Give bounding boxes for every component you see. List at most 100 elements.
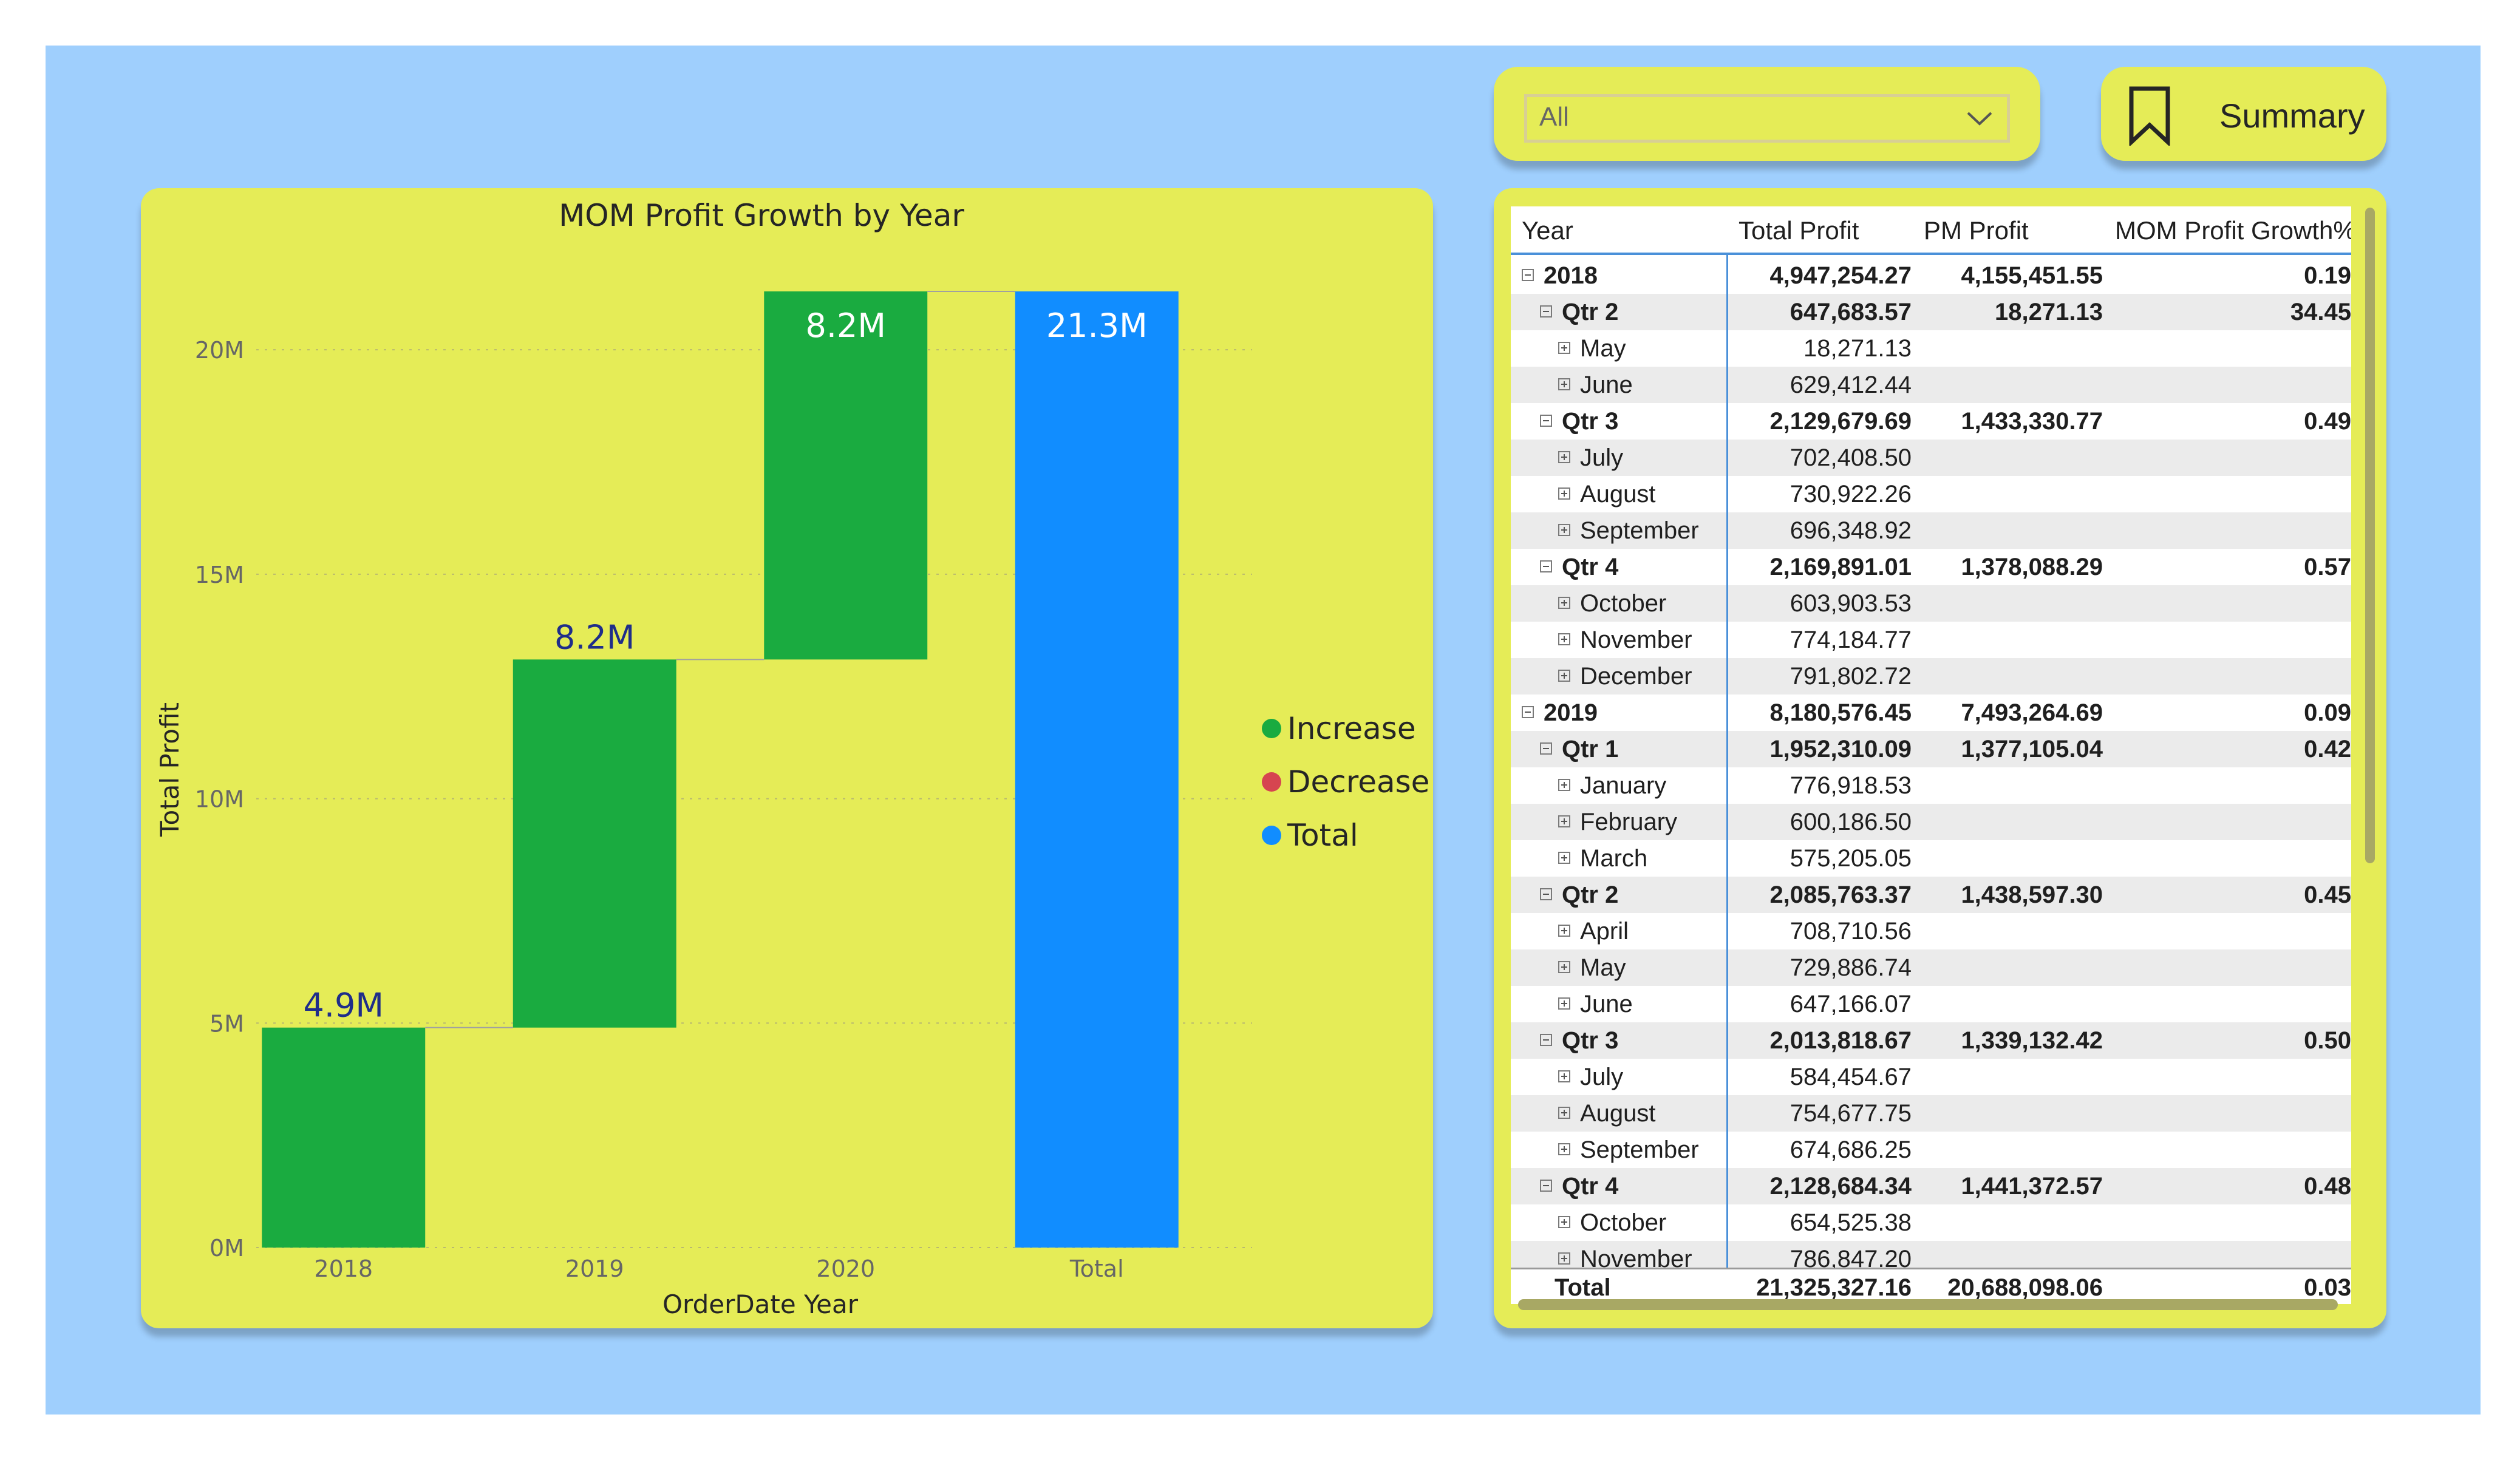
y-axis-title: Total Profit <box>155 702 185 837</box>
table-row: Qtr 4 2,169,891.01 1,378,088.29 0.57 <box>1511 549 2351 585</box>
row-label-cell: August <box>1511 476 1726 512</box>
table-row: Qtr 4 2,128,684.34 1,441,372.57 0.48 <box>1511 1168 2351 1204</box>
header-mom-growth[interactable]: MOM Profit Growth% <box>2115 216 2351 245</box>
pm-profit-cell <box>1912 476 2103 512</box>
legend-label: Decrease <box>1287 764 1429 800</box>
horizontal-scrollbar[interactable] <box>1518 1299 2338 1310</box>
table-row: October 654,525.38 <box>1511 1204 2351 1241</box>
legend-label: Increase <box>1287 711 1416 746</box>
expand-icon[interactable] <box>1558 1107 1570 1119</box>
expand-icon[interactable] <box>1558 633 1570 645</box>
summary-label: Summary <box>2219 97 2365 135</box>
expand-icon[interactable] <box>1558 1143 1570 1155</box>
row-label: May <box>1580 954 1626 981</box>
expand-icon[interactable] <box>1558 961 1570 973</box>
pm-profit-cell <box>1912 1132 2103 1168</box>
slicer-dropdown[interactable]: All <box>1524 94 2010 143</box>
total-profit-cell: 774,184.77 <box>1790 627 1912 653</box>
row-label: January <box>1580 772 1667 799</box>
collapse-icon[interactable] <box>1540 888 1552 900</box>
expand-icon[interactable] <box>1558 852 1570 864</box>
row-label: October <box>1580 590 1667 617</box>
row-label: December <box>1580 663 1692 690</box>
row-label-cell: October <box>1511 585 1726 622</box>
expand-icon[interactable] <box>1558 342 1570 354</box>
row-label: Qtr 3 <box>1562 1027 1619 1054</box>
expand-icon[interactable] <box>1558 925 1570 937</box>
x-tick-label: 2020 <box>816 1255 875 1282</box>
expand-icon[interactable] <box>1558 597 1570 609</box>
expand-icon[interactable] <box>1558 1070 1570 1082</box>
row-label: Qtr 4 <box>1562 554 1619 580</box>
pm-profit-cell <box>1912 1059 2103 1095</box>
pm-profit-cell: 1,377,105.04 <box>1961 736 2103 762</box>
pm-profit-cell: 1,438,597.30 <box>1961 881 2103 908</box>
row-label-cell: Qtr 2 <box>1511 294 1726 330</box>
expand-icon[interactable] <box>1558 451 1570 463</box>
row-label: Qtr 1 <box>1562 736 1619 762</box>
collapse-icon[interactable] <box>1540 1180 1552 1192</box>
row-label: June <box>1580 991 1633 1017</box>
total-profit-cell: 647,166.07 <box>1790 991 1912 1017</box>
waterfall-bar <box>764 291 928 660</box>
expand-icon[interactable] <box>1558 779 1570 791</box>
pm-profit-cell <box>1912 658 2103 695</box>
total-profit-cell: 584,454.67 <box>1790 1064 1912 1090</box>
mom-growth-cell <box>2103 986 2351 1022</box>
header-total-profit[interactable]: Total Profit <box>1738 216 1859 245</box>
pm-profit-cell <box>1912 585 2103 622</box>
table-row: 2019 8,180,576.45 7,493,264.69 0.09 <box>1511 695 2351 731</box>
mom-growth-cell <box>2103 804 2351 840</box>
collapse-icon[interactable] <box>1540 415 1552 427</box>
row-label: July <box>1580 1064 1624 1090</box>
collapse-icon[interactable] <box>1540 560 1552 572</box>
collapse-icon[interactable] <box>1540 305 1552 318</box>
expand-icon[interactable] <box>1558 1252 1570 1265</box>
table-row: May 18,271.13 <box>1511 330 2351 367</box>
pm-profit-cell <box>1912 622 2103 658</box>
total-profit-cell: 603,903.53 <box>1790 590 1912 617</box>
mom-growth-cell: 0.57 <box>2304 554 2351 580</box>
chevron-down-icon[interactable] <box>1966 109 1994 127</box>
collapse-icon[interactable] <box>1540 742 1552 755</box>
data-label: 21.3M <box>1046 307 1148 345</box>
expand-icon[interactable] <box>1558 487 1570 500</box>
mom-growth-cell <box>2103 1132 2351 1168</box>
summary-button[interactable]: Summary <box>2101 67 2386 161</box>
mom-growth-cell <box>2103 658 2351 695</box>
row-label: September <box>1580 1136 1699 1163</box>
vertical-scrollbar[interactable] <box>2365 208 2375 863</box>
header-pm-profit[interactable]: PM Profit <box>1924 216 2029 245</box>
expand-icon[interactable] <box>1558 997 1570 1010</box>
table-row: February 600,186.50 <box>1511 804 2351 840</box>
mom-growth-cell <box>2103 622 2351 658</box>
mom-growth-cell: 0.42 <box>2304 736 2351 762</box>
row-label: May <box>1580 335 1626 362</box>
collapse-icon[interactable] <box>1522 706 1534 718</box>
collapse-icon[interactable] <box>1540 1034 1552 1046</box>
expand-icon[interactable] <box>1558 1216 1570 1228</box>
row-label: August <box>1580 1100 1656 1127</box>
total-profit-cell: 4,947,254.27 <box>1769 262 1912 289</box>
table-row: March 575,205.05 <box>1511 840 2351 877</box>
waterfall-chart-card: MOM Profit Growth by Year 0M 5M 10M 15M 20M To… <box>141 188 1433 1328</box>
expand-icon[interactable] <box>1558 815 1570 827</box>
row-label-cell: March <box>1511 840 1726 877</box>
pm-profit-cell <box>1912 949 2103 986</box>
expand-icon[interactable] <box>1558 524 1570 536</box>
pm-profit-cell <box>1912 440 2103 476</box>
waterfall-bar <box>1015 291 1179 1248</box>
table-row: 2018 4,947,254.27 4,155,451.55 0.19 <box>1511 257 2351 294</box>
row-label-cell: 2018 <box>1511 257 1726 294</box>
collapse-icon[interactable] <box>1522 269 1534 281</box>
table-row: June 647,166.07 <box>1511 986 2351 1022</box>
mom-growth-cell <box>2103 767 2351 804</box>
table-row: July 702,408.50 <box>1511 440 2351 476</box>
waterfall-bar <box>262 1027 426 1248</box>
header-year[interactable]: Year <box>1522 216 1573 245</box>
expand-icon[interactable] <box>1558 378 1570 390</box>
pm-profit-cell: 1,433,330.77 <box>1961 408 2103 435</box>
expand-icon[interactable] <box>1558 670 1570 682</box>
row-label-cell: January <box>1511 767 1726 804</box>
row-label: 2019 <box>1544 699 1598 726</box>
